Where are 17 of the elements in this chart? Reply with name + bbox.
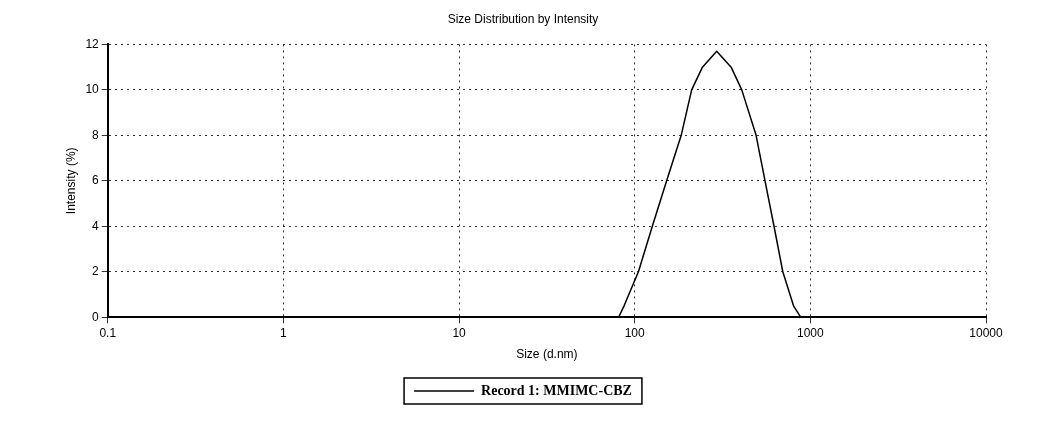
chart-title: Size Distribution by Intensity [447,11,599,26]
y-tick-label: 8 [92,127,100,142]
y-tick-label: 6 [92,173,100,188]
x-tick-label: 1000 [797,325,825,340]
legend-label: Record 1: MMIMC-CBZ [481,382,632,398]
x-tick-label: 10000 [969,325,1004,340]
y-tick-label: 10 [85,82,100,97]
y-tick-label: 4 [92,218,100,233]
x-tick-label: 10 [452,325,467,340]
x-tick-label: 0.1 [99,325,117,340]
y-axis-title: Intensity (%) [63,147,78,215]
x-tick-label: 1 [280,325,288,340]
y-tick-label: 2 [92,264,100,279]
x-tick-label: 100 [624,325,646,340]
y-tick-label: 0 [92,309,100,324]
x-axis-title: Size (d.nm) [516,347,578,362]
y-tick-label: 12 [85,36,100,51]
